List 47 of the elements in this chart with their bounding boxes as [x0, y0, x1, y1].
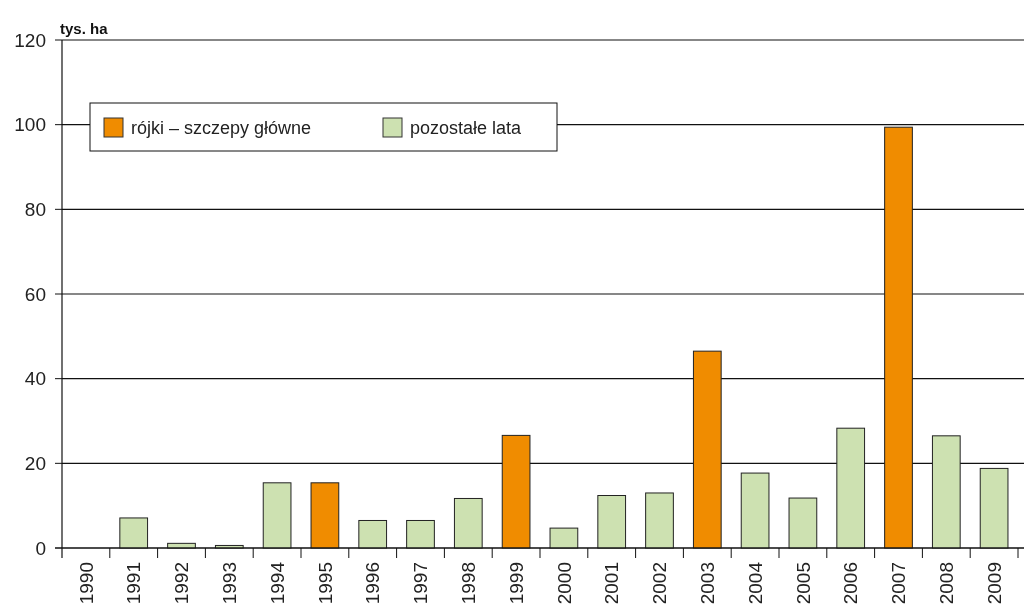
x-tick-label: 1992: [171, 562, 193, 605]
bar: [119, 517, 149, 549]
y-axis-title: tys. ha: [60, 20, 109, 37]
x-tick-label: 1994: [266, 561, 288, 605]
y-tick-label: 60: [24, 283, 46, 305]
bar: [310, 482, 340, 549]
y-tick-label: 80: [24, 198, 46, 220]
x-tick-label: 2006: [840, 562, 862, 605]
bar: [836, 427, 866, 549]
x-tick-label: 1991: [123, 562, 145, 605]
y-tick-label: 100: [14, 114, 46, 136]
y-tick-label: 120: [14, 29, 46, 51]
x-tick-label: 2000: [553, 562, 575, 605]
x-tick-label: 1993: [218, 562, 240, 605]
y-tick-label: 40: [24, 368, 46, 390]
bar: [406, 519, 435, 549]
bar: [740, 472, 770, 549]
bar: [453, 497, 483, 549]
legend-label: rójki – szczepy główne: [131, 118, 312, 139]
x-tick-label: 1997: [410, 562, 432, 605]
x-tick-label: 2001: [601, 562, 623, 605]
x-tick-label: 1999: [505, 562, 527, 605]
x-tick-label: 1990: [75, 562, 97, 605]
bar: [501, 434, 531, 549]
x-tick-label: 1996: [362, 562, 384, 605]
x-tick-label: 2003: [696, 562, 718, 605]
y-tick-label: 0: [35, 537, 46, 559]
x-tick-label: 1995: [314, 562, 336, 605]
legend-label: pozostałe lata: [410, 118, 523, 139]
x-tick-label: 2008: [935, 562, 957, 605]
bar: [931, 435, 961, 549]
bar: [788, 497, 818, 549]
x-tick-label: 2009: [983, 562, 1005, 605]
x-tick-label: 2007: [888, 562, 910, 605]
x-tick-label: 2005: [792, 562, 814, 605]
y-tick-label: 20: [24, 452, 46, 474]
bar: [549, 527, 579, 549]
bar: [262, 482, 292, 549]
x-tick-label: 2004: [744, 561, 766, 605]
bar: [884, 126, 913, 549]
x-tick-label: 2002: [649, 562, 671, 605]
bar: [979, 467, 1009, 549]
bar: [645, 492, 674, 549]
bar: [358, 519, 388, 549]
x-tick-label: 1998: [457, 562, 479, 605]
bar: [597, 495, 627, 549]
bar: [692, 350, 722, 549]
